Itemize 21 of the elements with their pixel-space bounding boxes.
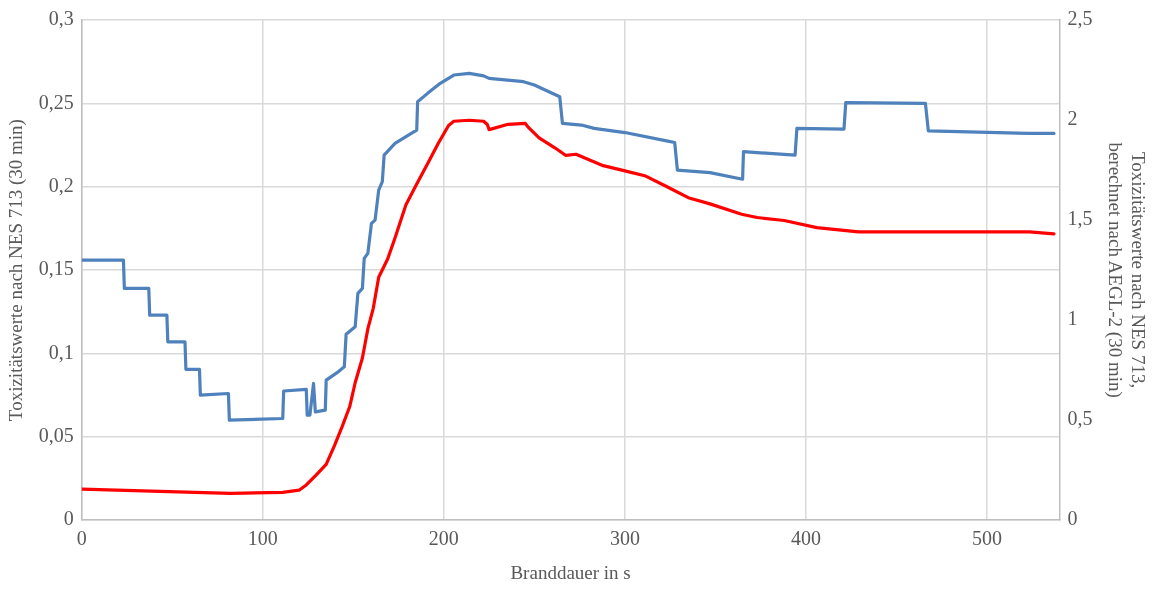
y-tick-label: 0,3 [48, 7, 74, 30]
y2-tick-label: 1 [1067, 307, 1078, 330]
x-tick-label: 300 [609, 527, 640, 550]
y-tick-label: 0,25 [38, 90, 74, 113]
y-tick-label: 0,05 [38, 424, 74, 447]
y-tick-label: 0,15 [38, 257, 74, 280]
y2-tick-label: 2,5 [1067, 7, 1093, 30]
x-tick-label: 400 [790, 527, 821, 550]
y2-tick-label: 1,5 [1067, 207, 1093, 230]
y-tick-label: 0 [63, 507, 74, 530]
y-tick-label: 0,2 [48, 173, 74, 196]
y2-axis-title: Toxizitätswerte nach NES 713, berechnet nach AEGL-2 (30 min) [1103, 142, 1149, 398]
y-tick-label: 0,1 [48, 340, 74, 363]
y2-tick-label: 2 [1067, 107, 1078, 130]
y2-tick-label: 0,5 [1067, 407, 1093, 430]
x-tick-label: 100 [247, 527, 278, 550]
x-tick-label: 200 [428, 527, 459, 550]
x-tick-label: 500 [971, 527, 1002, 550]
x-axis-title: Branddauer in s [510, 561, 631, 583]
y2-tick-label: 0 [1067, 507, 1078, 530]
y-axis-title: Toxizitätswerte nach NES 713 (30 min) [5, 119, 28, 422]
